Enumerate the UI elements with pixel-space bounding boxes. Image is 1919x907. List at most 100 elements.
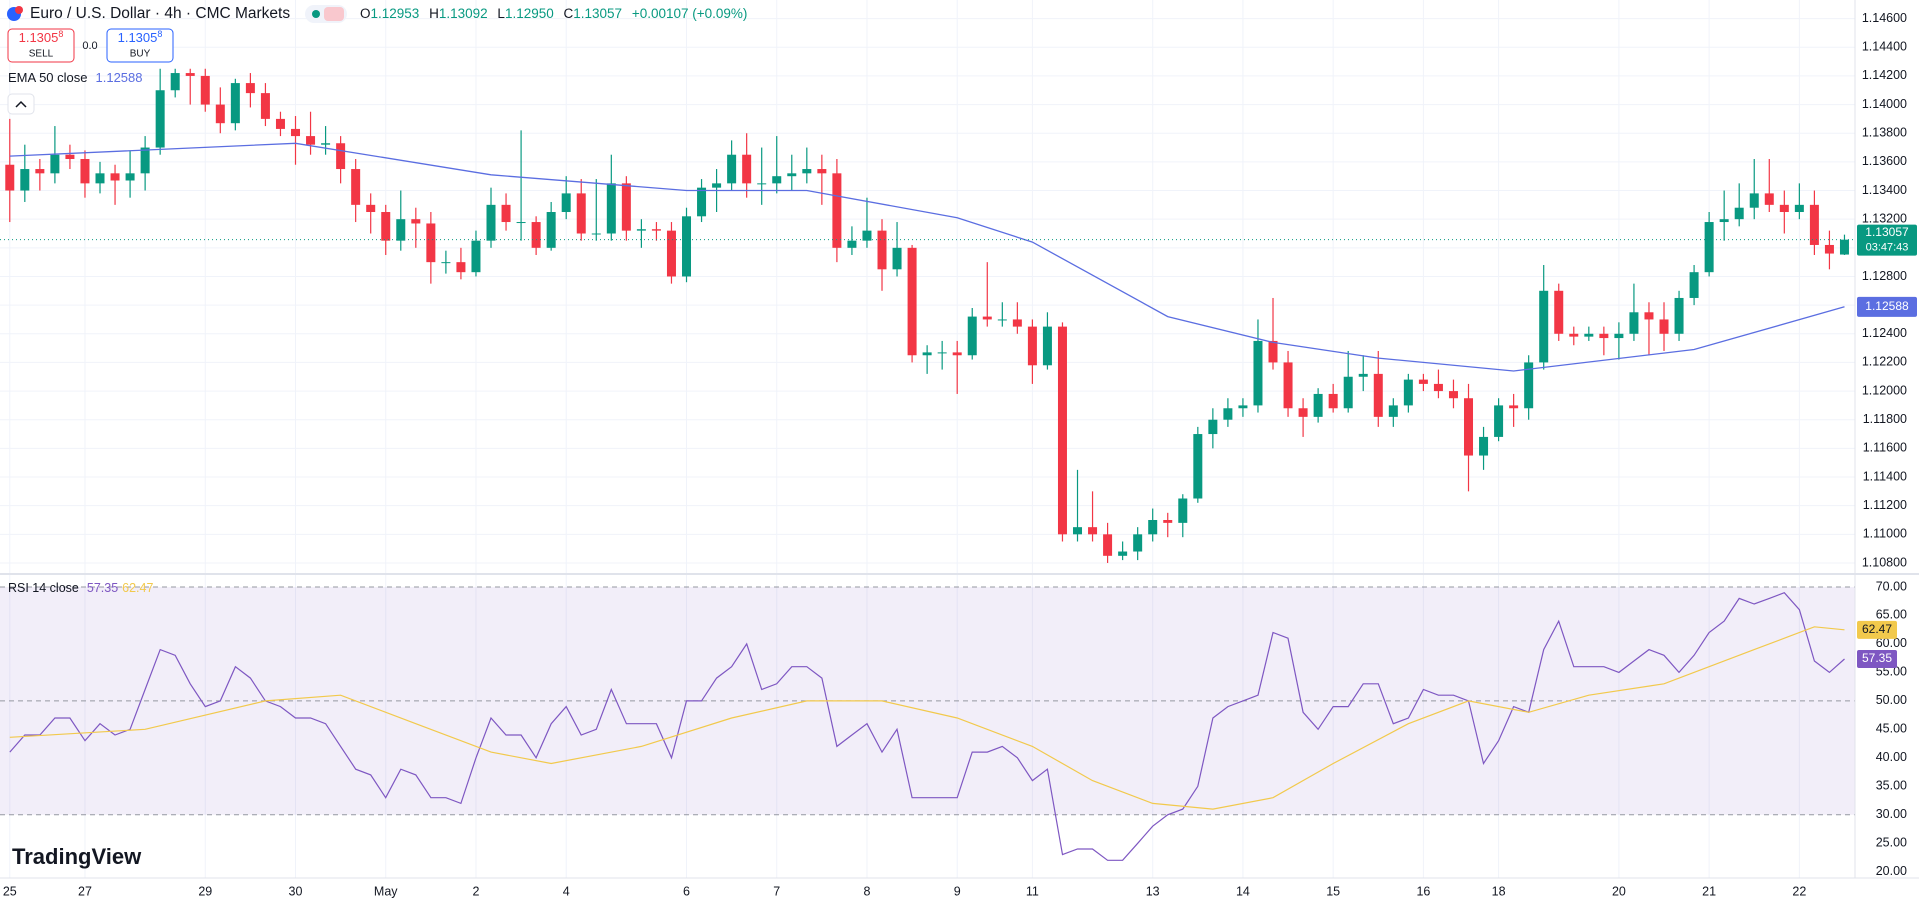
ohlc-key: L bbox=[497, 6, 505, 21]
ohlc-key: C bbox=[564, 6, 574, 21]
collapse-button[interactable] bbox=[7, 93, 35, 115]
ohlc-value: 1.13092 bbox=[439, 6, 488, 21]
sell-price: 1.13058 bbox=[19, 29, 64, 45]
y-tick-label: 1.12800 bbox=[1862, 269, 1907, 283]
candle-body bbox=[1479, 436, 1489, 456]
buy-price: 1.13058 bbox=[118, 29, 163, 45]
candle-body bbox=[1358, 373, 1368, 377]
y-tick-label: 70.00 bbox=[1876, 579, 1907, 593]
ohlc-value: 1.12950 bbox=[505, 6, 554, 21]
candle-body bbox=[1764, 193, 1774, 205]
ohlc-value: 1.13057 bbox=[573, 6, 622, 21]
candle-body bbox=[1689, 272, 1699, 298]
candle-body bbox=[727, 154, 737, 184]
x-tick-label: 2 bbox=[472, 884, 479, 898]
ohlc-key: H bbox=[429, 6, 439, 21]
y-tick-label: 30.00 bbox=[1876, 807, 1907, 821]
candle-body bbox=[306, 136, 316, 145]
candle-body bbox=[396, 219, 406, 241]
candle-body bbox=[1794, 204, 1804, 213]
y-tick-label: 1.12200 bbox=[1862, 355, 1907, 369]
candle-body bbox=[411, 219, 421, 224]
last-price-label: 1.13057 bbox=[1865, 225, 1909, 239]
candle-body bbox=[1042, 326, 1052, 366]
candle-body bbox=[651, 229, 661, 231]
candle-body bbox=[682, 216, 692, 277]
sell-price-main: 1.1305 bbox=[19, 30, 59, 45]
candle-body bbox=[1388, 405, 1398, 417]
candle-body bbox=[1403, 379, 1413, 406]
ema-title: EMA 50 close bbox=[8, 70, 88, 85]
y-tick-label: 35.00 bbox=[1876, 779, 1907, 793]
candle-body bbox=[1238, 405, 1248, 409]
y-tick-label: 1.14600 bbox=[1862, 11, 1907, 25]
y-tick-label: 1.13400 bbox=[1862, 183, 1907, 197]
candle-body bbox=[1584, 333, 1594, 337]
candle-body bbox=[1569, 333, 1579, 337]
candle-body bbox=[381, 212, 391, 241]
y-tick-label: 1.14400 bbox=[1862, 40, 1907, 54]
candle-body bbox=[1433, 383, 1443, 392]
y-tick-label: 1.11800 bbox=[1863, 412, 1907, 426]
candle-body bbox=[1298, 408, 1308, 417]
candle-body bbox=[426, 223, 436, 263]
sell-button[interactable] bbox=[7, 28, 75, 63]
candle-body bbox=[1343, 376, 1353, 409]
y-tick-label: 1.13800 bbox=[1862, 126, 1907, 140]
candle-body bbox=[1223, 408, 1233, 420]
last-price-tag bbox=[1857, 224, 1917, 256]
candle-body bbox=[501, 204, 511, 223]
ema-legend: EMA 50 close 1.12588 bbox=[8, 70, 143, 85]
candle-body bbox=[757, 183, 767, 185]
y-tick-label: 1.12400 bbox=[1862, 326, 1907, 340]
candle-body bbox=[456, 262, 466, 273]
candle-body bbox=[1839, 239, 1849, 255]
candle-body bbox=[1734, 207, 1744, 220]
candle-body bbox=[1163, 519, 1173, 523]
candle-body bbox=[200, 75, 210, 105]
candle-body bbox=[245, 83, 255, 94]
candle-body bbox=[982, 316, 992, 320]
ema-tag bbox=[1857, 296, 1917, 317]
candle-body bbox=[1614, 333, 1624, 339]
candle-body bbox=[516, 222, 526, 224]
candle-body bbox=[1629, 312, 1639, 334]
y-tick-label: 1.13600 bbox=[1862, 154, 1907, 168]
candle-body bbox=[1824, 244, 1834, 254]
y-tick-label: 50.00 bbox=[1876, 693, 1907, 707]
candle-body bbox=[1809, 204, 1819, 245]
y-tick-label: 1.12000 bbox=[1862, 383, 1907, 397]
y-tick-label: 40.00 bbox=[1876, 750, 1907, 764]
y-tick-label: 55.00 bbox=[1876, 665, 1907, 679]
y-tick-label: 1.11200 bbox=[1863, 498, 1907, 512]
spread: 0.0 bbox=[82, 40, 97, 52]
x-tick-label: 16 bbox=[1416, 884, 1430, 898]
buy-price-sup: 8 bbox=[157, 29, 162, 39]
candle-body bbox=[291, 128, 301, 137]
x-tick-label: 4 bbox=[563, 884, 570, 898]
x-tick-label: 14 bbox=[1236, 884, 1250, 898]
candle-body bbox=[321, 143, 331, 145]
candle-body bbox=[1208, 419, 1218, 435]
buy-price-main: 1.1305 bbox=[118, 30, 158, 45]
candle-body bbox=[1193, 434, 1203, 499]
buy-button[interactable] bbox=[106, 28, 174, 63]
candle-body bbox=[215, 104, 225, 124]
y-tick-label: 1.11600 bbox=[1863, 441, 1907, 455]
change: +0.00107 (+0.09%) bbox=[632, 6, 748, 21]
candle-body bbox=[1057, 326, 1067, 535]
candle-body bbox=[1283, 362, 1293, 409]
candle-body bbox=[1539, 290, 1549, 363]
candle-body bbox=[847, 240, 857, 248]
x-tick-label: 13 bbox=[1146, 884, 1160, 898]
candle-body bbox=[561, 193, 571, 213]
candle-body bbox=[862, 230, 872, 241]
candle-body bbox=[742, 154, 752, 184]
candle-body bbox=[275, 118, 285, 129]
candle-body bbox=[140, 147, 150, 174]
candle-body bbox=[1599, 333, 1609, 339]
status-dot bbox=[312, 10, 320, 18]
x-tick-label: 20 bbox=[1612, 884, 1626, 898]
